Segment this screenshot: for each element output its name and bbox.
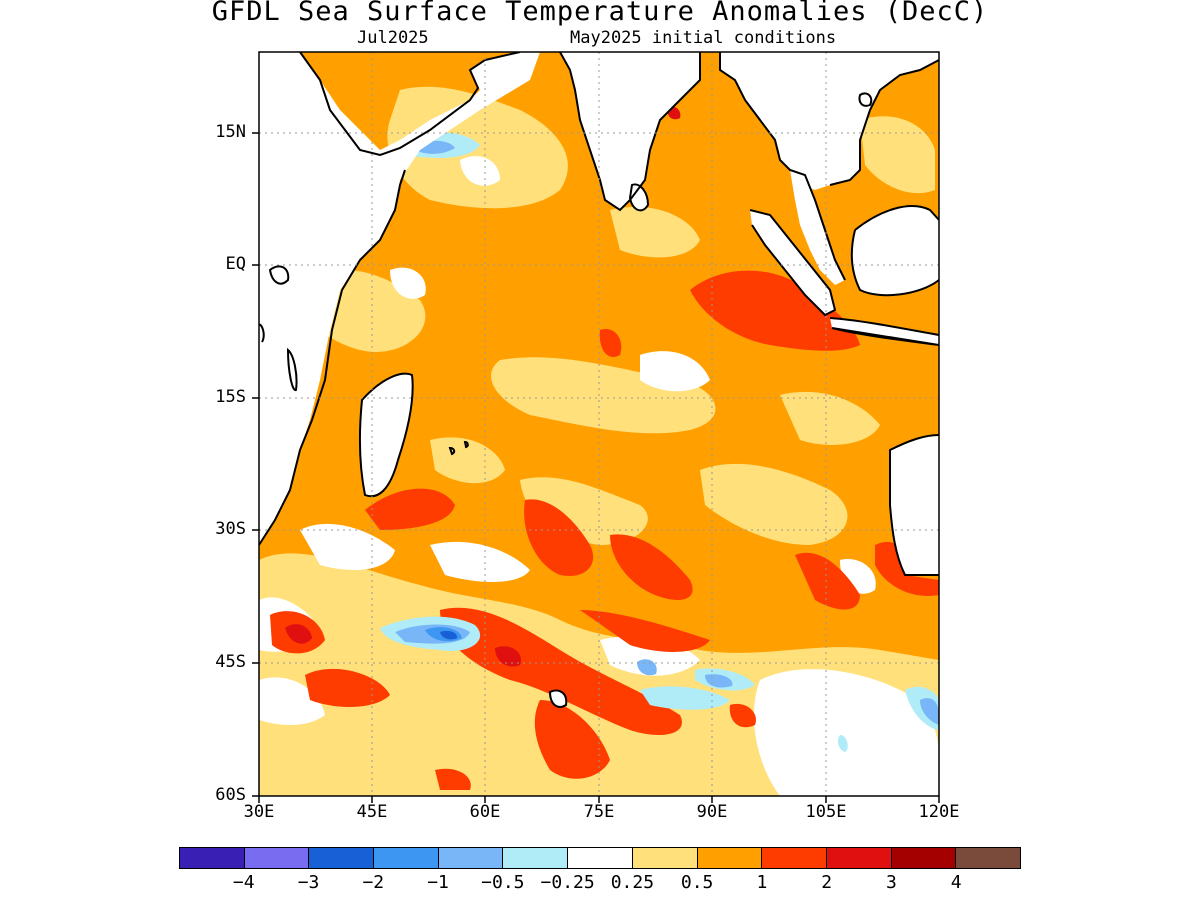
initial-conditions-label: May2025 initial conditions [570,28,837,48]
colorbar-swatch [697,848,763,868]
y-tick-label: 30S [215,519,246,539]
x-tick-label: 60E [469,802,501,822]
y-tick-label: 45S [215,652,246,672]
colorbar-swatch [374,848,439,868]
colorbar-label: 1 [756,872,768,893]
colorbar-label: 0.5 [680,872,714,893]
map-title: GFDL Sea Surface Temperature Anomalies (… [211,0,989,27]
colorbar-swatch [632,848,698,868]
colorbar-swatch [762,848,827,868]
colorbar-label: 4 [950,872,962,893]
colorbar-swatch [503,848,569,868]
colorbar-swatch [891,848,957,868]
gridlines [259,52,939,796]
colorbar-label: −2 [362,872,385,893]
colorbar-label: 3 [886,872,897,893]
colorbar-swatch [568,848,633,868]
x-tick-label: 75E [583,802,615,822]
coastlines [259,52,939,708]
x-tick-label: 105E [805,802,847,822]
colorbar [179,847,1021,869]
y-tick-label: 15N [215,122,246,142]
colorbar-swatch [180,848,245,868]
colorbar-swatch [244,848,310,868]
colorbar-swatch [309,848,375,868]
colorbar-label: 0.25 [610,872,655,893]
colorbar-swatch [438,848,504,868]
colorbar-label: 2 [821,872,833,893]
negative-deep-regions [440,630,458,640]
y-tick-label: 60S [215,785,246,805]
colorbar-label: −1 [427,872,449,893]
colorbar-label: −0.25 [540,872,595,893]
colorbar-label: −0.5 [481,872,525,893]
colorbar-swatch [826,848,892,868]
x-tick-label: 90E [696,802,728,822]
y-tick-label: EQ [225,254,246,274]
x-tick-label: 45E [356,802,388,822]
colorbar-swatch [956,848,1020,868]
strong-positive-regions [270,270,939,790]
colorbar-label: −4 [232,872,255,893]
x-tick-label: 120E [918,802,960,822]
tick-marks [252,132,940,803]
forecast-month-label: Jul2025 [357,28,429,48]
x-tick-label: 30E [243,802,275,822]
y-tick-label: 15S [215,387,246,407]
colorbar-label: −3 [297,872,320,893]
